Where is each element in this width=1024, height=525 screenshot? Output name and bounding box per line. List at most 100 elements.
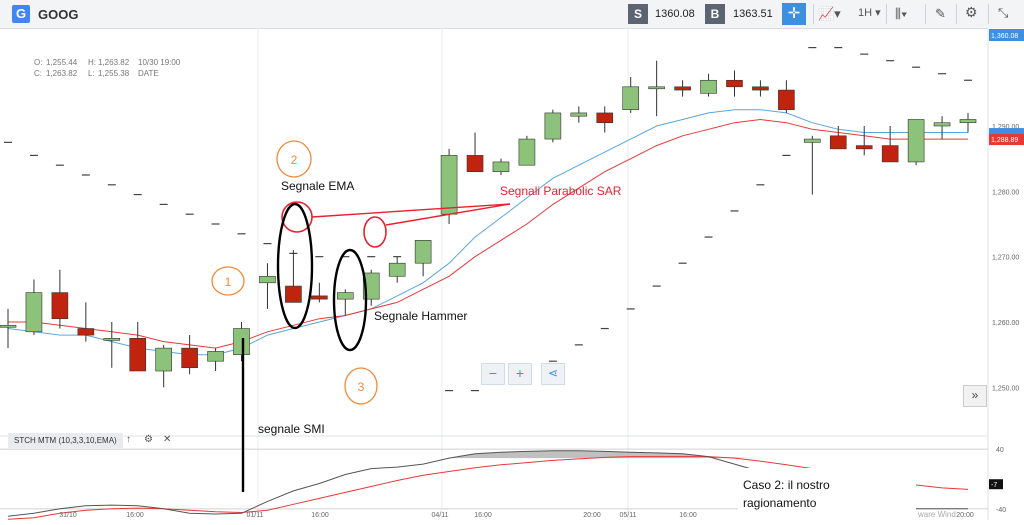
buy-button[interactable]: B	[705, 4, 725, 24]
open-value: 1,255.44	[46, 58, 78, 67]
close-label: C:	[34, 69, 42, 78]
top-toolbar: G GOOG S 1360.08 B 1363.51 ✛ 📈▾ 1H ▾ ⫼▾ …	[0, 0, 1024, 29]
ema-slow-line	[8, 118, 968, 349]
ema-price-badge	[989, 133, 1024, 146]
x-tick-label: 31/10	[59, 512, 77, 519]
candle-body	[440, 155, 458, 215]
move-up-icon[interactable]: ↑	[126, 434, 131, 445]
candle-body	[233, 328, 250, 355]
candle-body	[25, 292, 43, 333]
chart-type-icon[interactable]: 📈▾	[818, 6, 841, 21]
price-chart-svg[interactable]: 1,290.00 1,280.00 1,270.00 1,260.00 1,250.00…	[0, 28, 1024, 520]
candle-body	[207, 351, 224, 362]
label-1: 1	[225, 275, 232, 289]
candle-body	[778, 89, 795, 110]
toolbar-divider	[956, 4, 957, 24]
draw-tool-icon[interactable]: ✎	[935, 6, 946, 21]
y-tick-label: 1,270.00	[992, 255, 1019, 262]
y-tick-label: 1,260.00	[992, 320, 1019, 327]
smi-signal-label: segnale SMI	[258, 422, 325, 436]
toolbar-divider	[925, 4, 926, 24]
x-tick-label: 16:00	[126, 512, 144, 519]
y-tick-label: 1,280.00	[992, 189, 1019, 196]
circle-2-annotation	[276, 140, 312, 178]
google-logo: G	[12, 5, 30, 23]
x-tick-label: 20:00	[956, 512, 974, 519]
ema-fast-badge	[989, 128, 1024, 135]
zoom-in-button[interactable]: +	[508, 363, 532, 385]
high-label: H:	[88, 58, 96, 67]
x-tick-label: 16:00	[679, 512, 697, 519]
candle-body	[596, 112, 614, 124]
share-icon[interactable]: ⋖	[541, 363, 565, 385]
psar-circle-2	[363, 216, 387, 248]
current-price-label: 1,360.08	[991, 33, 1018, 40]
hammer-signal-label: Segnale Hammer	[374, 309, 467, 323]
candle-body	[752, 86, 769, 91]
circle-3-annotation	[344, 367, 378, 405]
high-value: 1,263.82	[98, 58, 130, 67]
candles-icon[interactable]: ⫼▾	[895, 6, 908, 21]
timeframe-selector[interactable]: 1H ▾	[858, 7, 881, 19]
ohlc-info-box: O: 1,255.44 H: 1,263.82 10/30 19:00 C: 1…	[30, 55, 190, 81]
toolbar-divider	[813, 4, 814, 24]
low-label: L:	[88, 69, 95, 78]
toolbar-divider	[886, 4, 887, 24]
scroll-right-icon[interactable]: »	[963, 385, 987, 407]
current-price-badge	[989, 29, 1024, 41]
candle-body	[77, 328, 95, 336]
symbol-title: GOOG	[38, 7, 79, 22]
toolbar-divider	[988, 4, 989, 24]
date-label: DATE	[138, 69, 159, 78]
candle-body	[622, 86, 640, 110]
candle-body	[907, 119, 925, 163]
indicator-header[interactable]: STCH MTM (10,3,3,10,EMA)	[8, 433, 123, 449]
gear-icon[interactable]: ⚙	[965, 4, 978, 20]
label-3: 3	[358, 380, 365, 394]
open-label: O:	[34, 58, 43, 67]
sell-button[interactable]: S	[628, 4, 648, 24]
x-tick-label: 16:00	[311, 512, 329, 519]
buy-price[interactable]: 1363.51	[733, 8, 773, 20]
candle-body	[648, 86, 665, 90]
candle-body	[129, 338, 147, 372]
candle-body	[414, 240, 432, 264]
candle-body	[829, 135, 847, 150]
candle-body	[155, 347, 172, 372]
candle-body	[103, 338, 121, 341]
chart-area[interactable]: 1,290.00 1,280.00 1,270.00 1,260.00 1,250.00…	[0, 28, 1024, 520]
candle-body	[518, 138, 536, 166]
candle-body	[259, 275, 276, 284]
crosshair-icon[interactable]: ✛	[782, 3, 806, 25]
candle-body	[388, 262, 406, 277]
x-tick-label: 16:00	[474, 512, 492, 519]
candle-body	[855, 145, 873, 150]
candle-body	[181, 347, 198, 369]
indicator-tick-label: 40	[996, 447, 1004, 454]
sell-price[interactable]: 1360.08	[655, 8, 695, 20]
price-axis-bg	[988, 28, 1024, 520]
x-tick-label: 01/11	[247, 512, 264, 519]
case-text-line2: ragionamento	[743, 496, 817, 510]
candle-body	[492, 161, 510, 173]
close-value: 1,263.82	[46, 69, 78, 78]
candle-body	[726, 79, 743, 88]
psar-pointer-line	[311, 203, 511, 218]
hammer-ellipse	[332, 248, 368, 352]
candle-body	[700, 79, 717, 94]
candle-body	[51, 292, 69, 320]
gear-icon[interactable]: ⚙	[144, 434, 153, 445]
y-tick-label: 1,290.00	[992, 124, 1019, 131]
zoom-out-button[interactable]: −	[481, 363, 505, 385]
ema-signal-label: Segnale EMA	[281, 179, 354, 193]
indicator-tick-label: -40	[996, 507, 1006, 514]
candle-body	[570, 112, 588, 117]
low-value: 1,255.38	[98, 69, 130, 78]
candle-body	[881, 145, 899, 163]
collapse-icon[interactable]: ⤡	[998, 5, 1009, 20]
x-tick-label: 20:00	[583, 512, 601, 519]
close-icon[interactable]: ✕	[163, 434, 172, 445]
date-time-value: 10/30 19:00	[138, 58, 181, 67]
candle-body	[959, 119, 977, 124]
candle-body	[311, 295, 328, 300]
